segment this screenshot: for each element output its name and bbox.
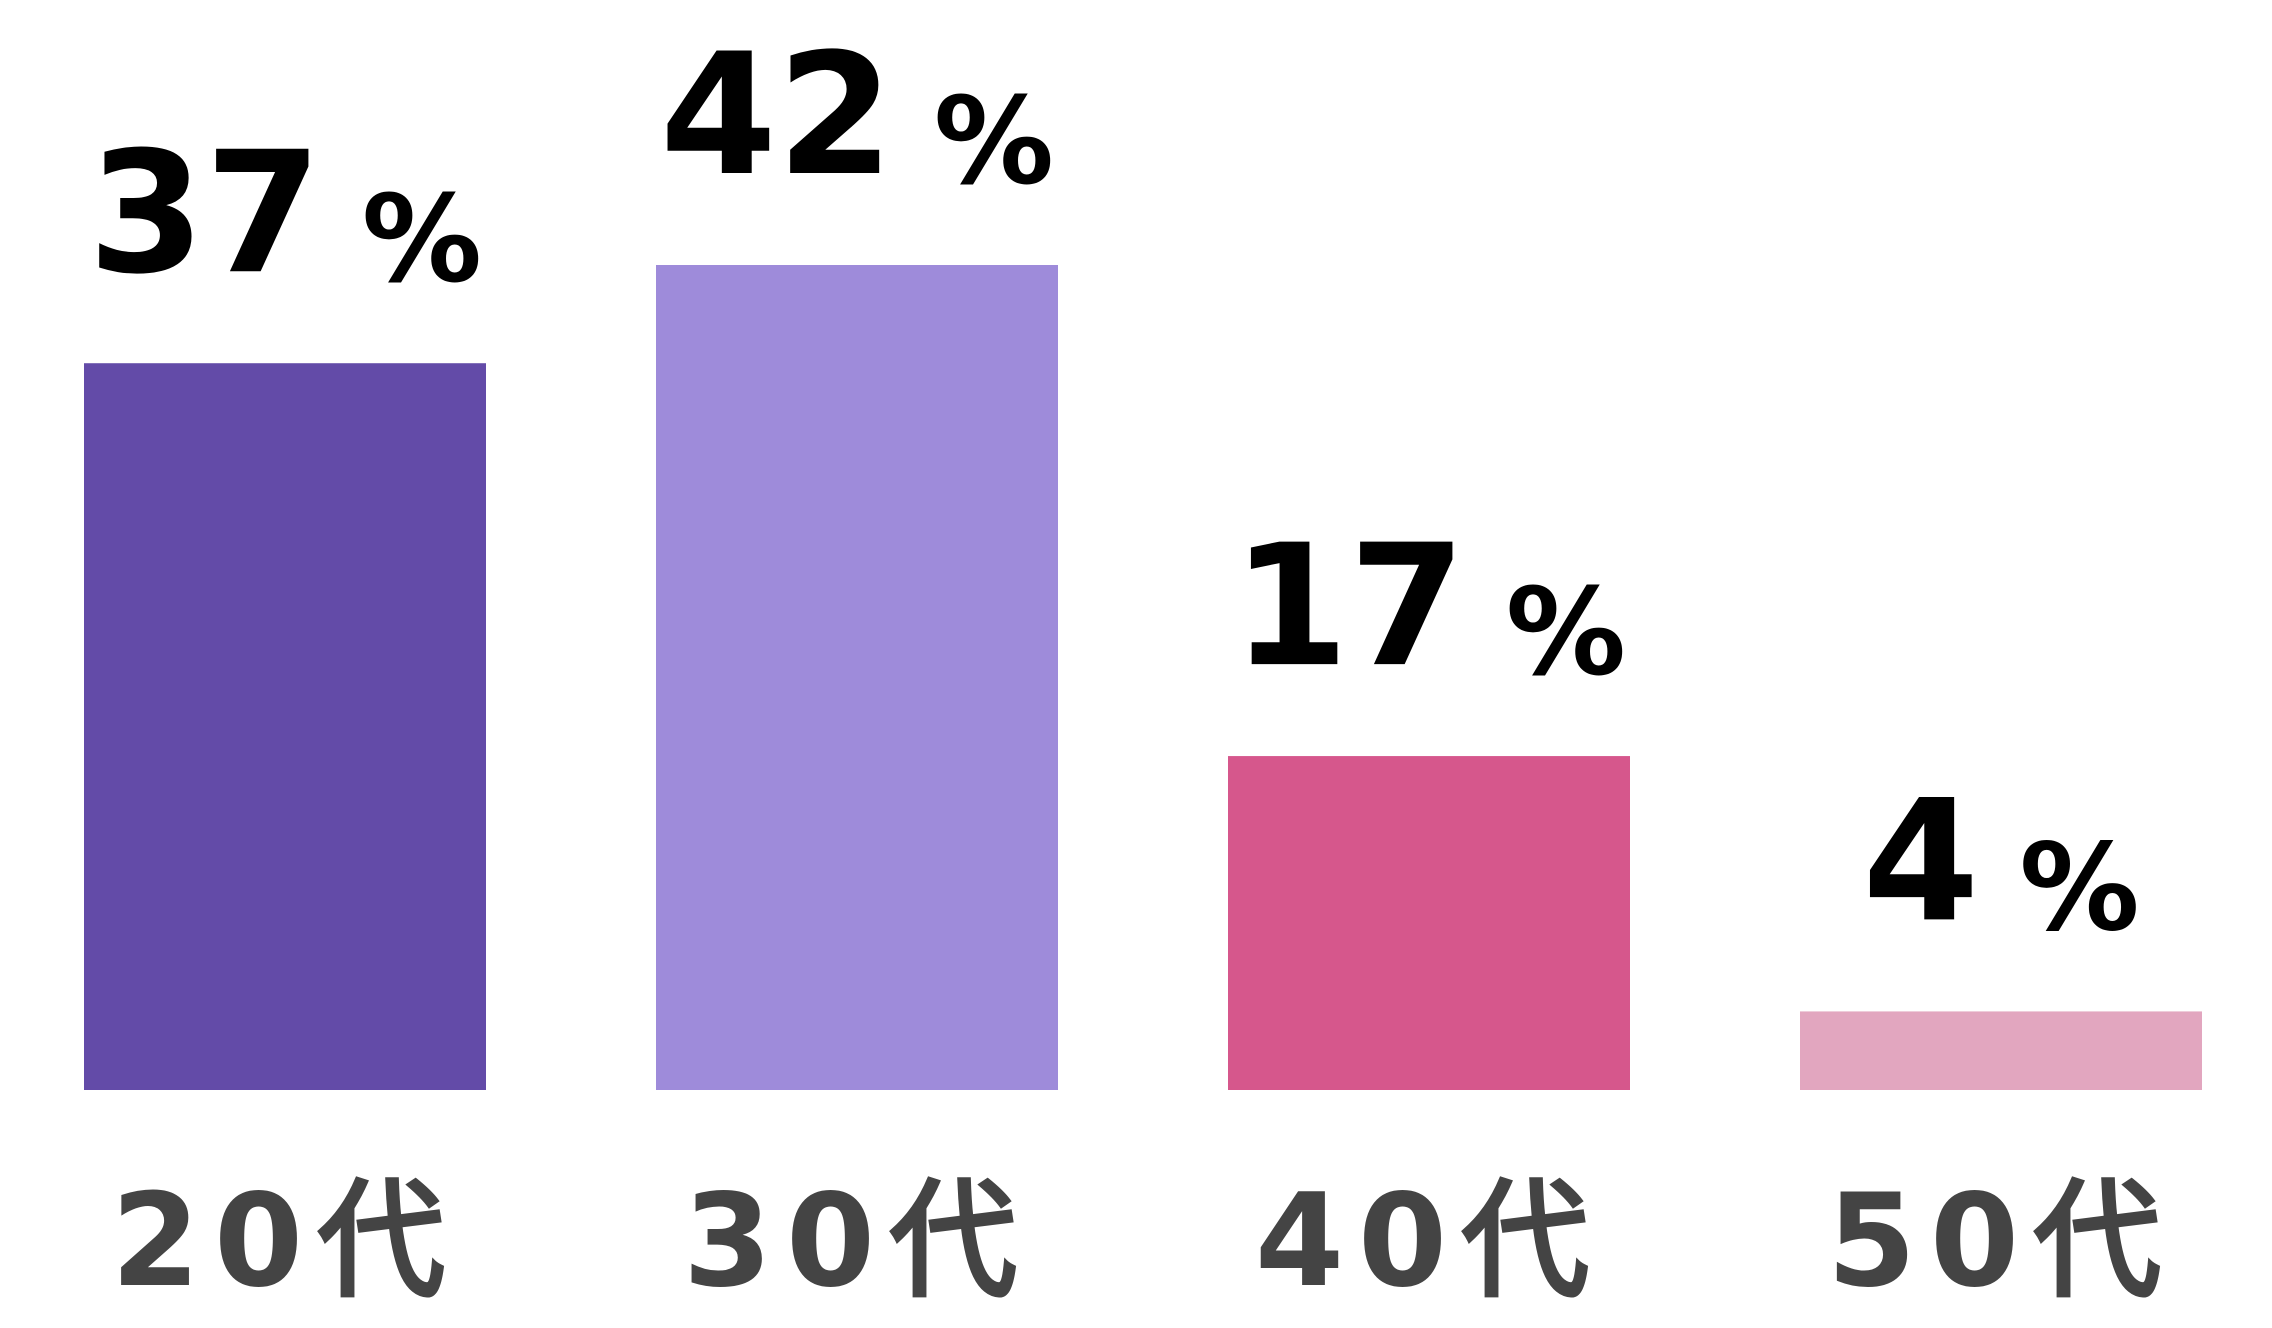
value-label-2: 17%: [1232, 508, 1626, 704]
category-labels-layer: 20代 30代 40代 50代: [111, 1167, 2175, 1316]
value-unit-0: %: [362, 171, 482, 310]
category-label-1: 30代: [683, 1167, 1031, 1316]
value-number-2: 17: [1232, 508, 1466, 704]
category-label-2: 40代: [1255, 1167, 1603, 1316]
value-unit-3: %: [2019, 819, 2139, 958]
value-unit-1: %: [934, 73, 1054, 212]
value-number-1: 42: [660, 17, 894, 213]
value-labels-layer: 37 %42 %17 %4%: [88, 17, 2140, 959]
bar-1: [656, 265, 1058, 1090]
value-unit-2: %: [1506, 564, 1626, 703]
value-label-1: 42%: [660, 17, 1054, 213]
bar-3: [1800, 1011, 2202, 1090]
bars-layer: [84, 265, 2202, 1090]
category-label-0: 20代: [111, 1167, 459, 1316]
value-number-0: 37: [88, 115, 322, 311]
value-label-3: 4%: [1862, 763, 2139, 959]
value-label-0: 37%: [88, 115, 482, 311]
bar-0: [84, 363, 486, 1090]
bar-2: [1228, 756, 1630, 1090]
category-label-3: 50代: [1827, 1167, 2175, 1316]
value-number-3: 4: [1862, 763, 1979, 959]
